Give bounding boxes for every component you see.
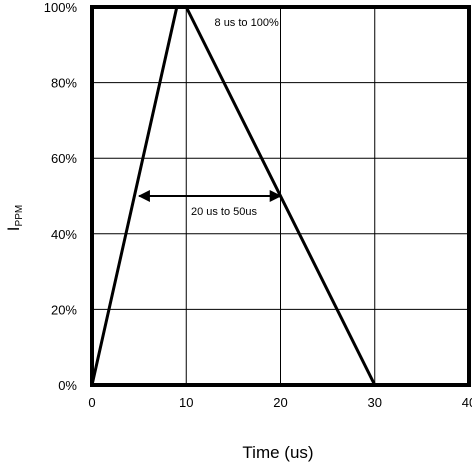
y-tick-label: 100% [44,0,78,15]
y-tick-label: 60% [51,151,77,166]
y-tick-label: 40% [51,227,77,242]
y-axis-label-main: I [4,226,23,231]
x-tick-label: 30 [368,395,382,410]
x-tick-label: 10 [179,395,193,410]
plot-frame [90,5,471,387]
x-tick-label: 0 [88,395,95,410]
x-tick-labels: 0 10 20 30 40 [88,395,472,410]
annotation-text: 20 us to 50us [191,206,258,218]
y-tick-label: 20% [51,302,77,317]
annotations: 8 us to 100% 20 us to 50us [137,17,282,218]
x-tick-label: 20 [273,395,287,410]
y-axis-label-subscript: PPM [14,205,25,227]
y-tick-label: 80% [51,76,77,91]
y-axis-label: IPPM [4,205,25,231]
annotation-text: 8 us to 100% [215,17,279,29]
y-tick-label: 0% [58,378,77,393]
x-tick-label: 40 [462,395,472,410]
y-tick-labels: 0% 20% 40% 60% 80% 100% [44,0,78,393]
x-axis-label: Time (us) [242,443,313,462]
